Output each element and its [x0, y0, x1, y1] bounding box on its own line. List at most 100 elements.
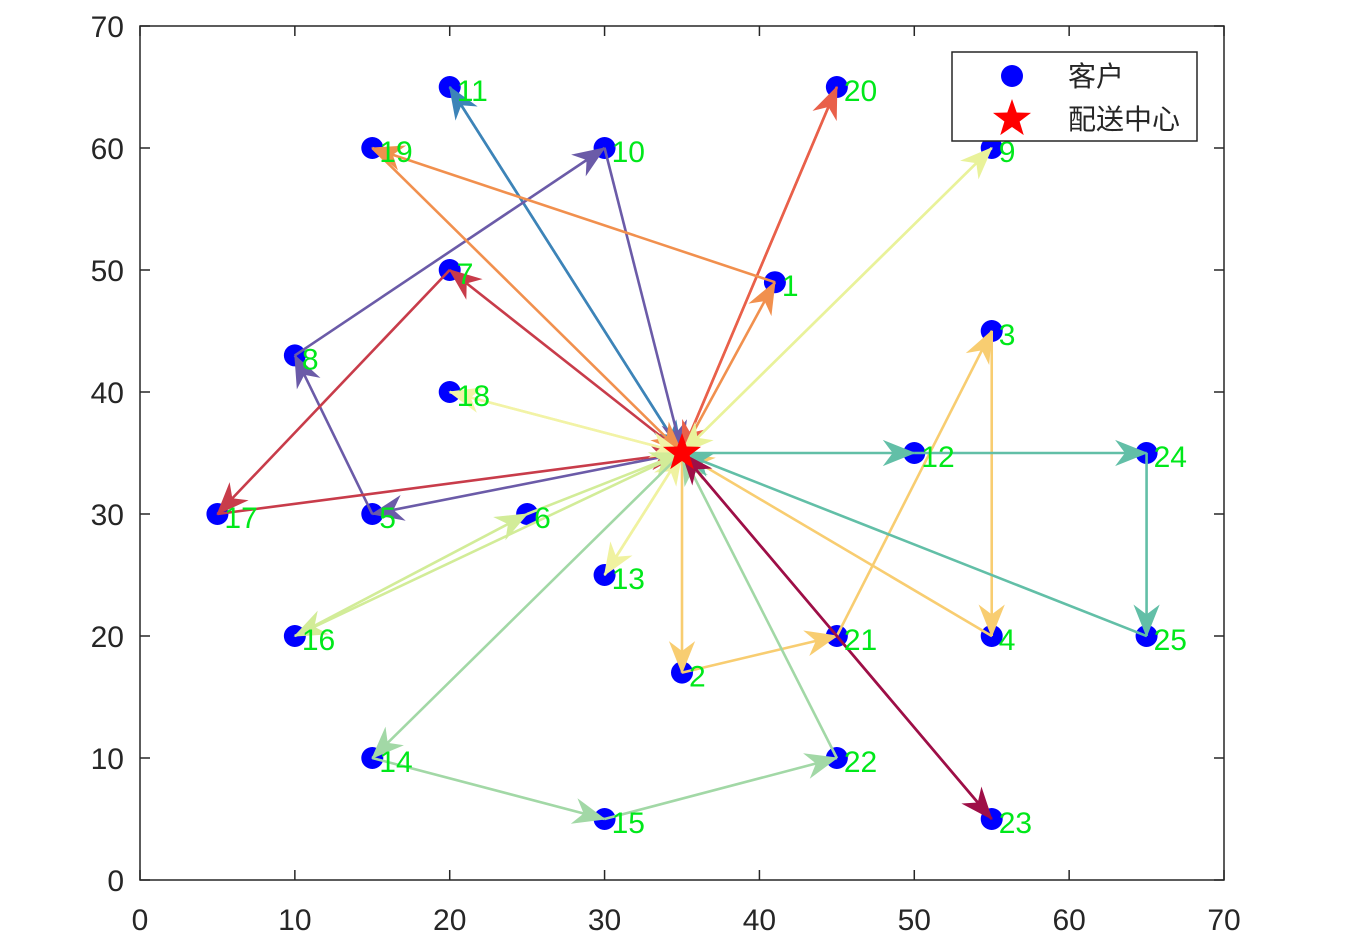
- route-arrowhead: [571, 147, 606, 177]
- route-10-arrow-16-to-6: [294, 512, 529, 638]
- x-tick-label: 20: [433, 904, 466, 937]
- customer-label-3: 3: [999, 319, 1016, 352]
- route-arrowhead: [493, 513, 529, 541]
- customer-label-12: 12: [921, 441, 954, 474]
- route-arrows: [216, 85, 1160, 824]
- route-segment: [372, 451, 683, 516]
- y-tick-label: 20: [91, 621, 124, 654]
- y-tick-label: 40: [91, 377, 124, 410]
- x-tick-label: 0: [132, 904, 149, 937]
- customer-label-5: 5: [379, 502, 396, 535]
- route-segment: [449, 390, 683, 455]
- route-segment: [603, 147, 684, 454]
- route-arrowhead: [803, 753, 839, 779]
- route-12-arrow-24-to-25: [1133, 453, 1160, 638]
- customer-label-10: 10: [612, 136, 645, 169]
- route-segment: [604, 756, 838, 821]
- route-5-arrow-1-to-19: [371, 145, 776, 284]
- route-12-arrow-12-to-24: [914, 439, 1148, 467]
- route-6-arrow-3-to-4: [978, 331, 1005, 638]
- route-segment: [681, 451, 993, 638]
- route-segment: [526, 451, 683, 516]
- route-segment: [371, 452, 683, 759]
- route-segment: [680, 86, 839, 454]
- x-tick-label: 50: [898, 904, 931, 937]
- route-segment: [371, 756, 605, 821]
- x-tick-label: 40: [743, 904, 776, 937]
- customer-label-9: 9: [999, 136, 1016, 169]
- route-11-arrow-14-to-15: [371, 756, 606, 824]
- route-6-arrow-21-to-3: [835, 329, 993, 637]
- route-segment: [681, 634, 838, 674]
- route-arrowhead: [216, 482, 249, 515]
- x-tick-label: 30: [588, 904, 621, 937]
- customer-label-17: 17: [224, 502, 257, 535]
- route-2-arrow-8-to-10: [294, 146, 606, 357]
- route-segment: [681, 147, 993, 454]
- route-7-arrow-9-to-0: [681, 147, 993, 454]
- customer-label-18: 18: [457, 380, 490, 413]
- route-5-arrow-0-to-1: [680, 281, 777, 454]
- y-tick-label: 50: [91, 255, 124, 288]
- legend-label-depot: 配送中心: [1068, 103, 1180, 136]
- route-segment: [448, 86, 684, 454]
- route-segment: [371, 147, 683, 454]
- route-segment: [217, 451, 683, 516]
- legend-depot-icon: [992, 99, 1032, 136]
- route-arrowhead: [681, 421, 714, 454]
- route-segment: [294, 512, 528, 638]
- customer-label-1: 1: [782, 270, 799, 303]
- customer-label-14: 14: [379, 746, 412, 779]
- customer-label-16: 16: [302, 624, 335, 657]
- legend-label-customer: 客户: [1068, 60, 1124, 93]
- route-arrowhead: [978, 604, 1005, 638]
- route-segment: [216, 269, 451, 515]
- route-arrowhead: [668, 641, 696, 674]
- route-2-arrow-5-to-8: [293, 354, 374, 515]
- route-6-arrow-2-to-21: [681, 630, 839, 674]
- customer-label-19: 19: [379, 136, 412, 169]
- route-segment: [603, 452, 684, 576]
- route-segment: [680, 281, 777, 454]
- y-tick-label: 70: [91, 11, 124, 44]
- route-segment: [294, 451, 683, 638]
- customer-label-4: 4: [999, 624, 1016, 657]
- route-12-arrow-0-to-12: [682, 439, 916, 467]
- customer-label-6: 6: [534, 502, 551, 535]
- customer-label-25: 25: [1154, 624, 1187, 657]
- route-segment: [835, 330, 993, 637]
- customer-label-11: 11: [457, 75, 488, 108]
- customer-label-7: 7: [457, 258, 474, 291]
- route-segment: [680, 452, 839, 759]
- route-arrowhead: [748, 281, 776, 317]
- y-tick-label: 0: [107, 865, 124, 898]
- route-arrowhead: [294, 354, 321, 390]
- route-arrowhead: [1115, 439, 1148, 467]
- customer-label-21: 21: [844, 624, 877, 657]
- route-arrowhead: [882, 439, 916, 467]
- customer-label-8: 8: [302, 343, 319, 376]
- y-tick-label: 30: [91, 499, 124, 532]
- route-arrowhead: [370, 495, 406, 521]
- customer-label-15: 15: [612, 807, 645, 840]
- route-arrowhead: [371, 145, 407, 171]
- route-segment: [681, 451, 1148, 638]
- route-arrowhead: [570, 798, 606, 824]
- route-segment: [293, 354, 374, 515]
- customer-label-22: 22: [844, 746, 877, 779]
- route-segment: [448, 268, 683, 455]
- route-segment: [294, 146, 606, 357]
- route-segment: [681, 452, 993, 820]
- route-arrowhead: [371, 726, 404, 759]
- route-11-arrow-15-to-22: [604, 753, 839, 821]
- y-tick-label: 60: [91, 133, 124, 166]
- route-arrowhead: [1133, 604, 1160, 638]
- x-tick-label: 60: [1052, 904, 1085, 937]
- route-3-arrow-7-to-17: [216, 269, 451, 515]
- route-arrowhead: [965, 329, 993, 366]
- depot-star-marker: [662, 433, 702, 470]
